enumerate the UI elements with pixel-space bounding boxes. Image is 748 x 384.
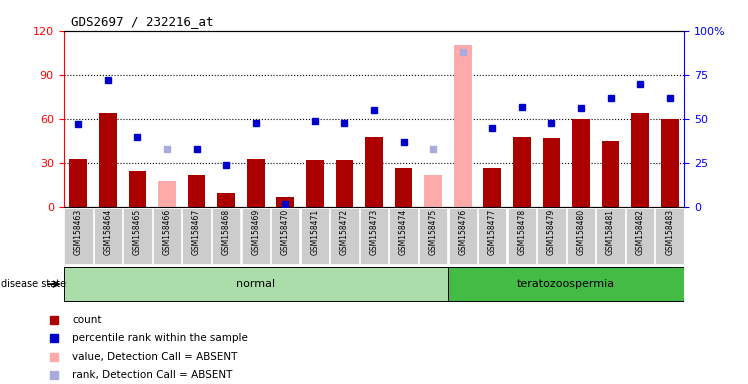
Text: GSM158472: GSM158472 — [340, 209, 349, 255]
Text: normal: normal — [236, 279, 275, 289]
Bar — [64, 267, 448, 301]
Text: value, Detection Call = ABSENT: value, Detection Call = ABSENT — [72, 352, 238, 362]
Bar — [129, 170, 147, 207]
Text: GSM158466: GSM158466 — [162, 209, 171, 255]
Text: GSM158467: GSM158467 — [192, 209, 201, 255]
Bar — [513, 137, 530, 207]
Bar — [626, 208, 654, 265]
Bar — [567, 208, 595, 265]
Bar — [218, 193, 235, 207]
Text: GSM158483: GSM158483 — [665, 209, 674, 255]
Bar — [336, 160, 353, 207]
Bar — [247, 159, 265, 207]
Text: GSM158465: GSM158465 — [133, 209, 142, 255]
Bar — [212, 208, 240, 265]
Bar — [153, 208, 181, 265]
Text: GSM158480: GSM158480 — [577, 209, 586, 255]
Text: disease state: disease state — [1, 279, 67, 289]
Text: GSM158477: GSM158477 — [488, 209, 497, 255]
Bar — [454, 45, 471, 207]
Bar — [306, 160, 324, 207]
Text: GSM158474: GSM158474 — [399, 209, 408, 255]
Bar — [478, 208, 506, 265]
Text: percentile rank within the sample: percentile rank within the sample — [72, 333, 248, 343]
Bar — [271, 208, 299, 265]
Text: count: count — [72, 315, 102, 325]
Bar — [572, 119, 590, 207]
Text: GSM158479: GSM158479 — [547, 209, 556, 255]
Text: GSM158470: GSM158470 — [280, 209, 289, 255]
Text: GDS2697 / 232216_at: GDS2697 / 232216_at — [71, 15, 214, 28]
Bar — [70, 159, 88, 207]
Text: GSM158481: GSM158481 — [606, 209, 615, 255]
Bar — [94, 208, 122, 265]
Text: GSM158478: GSM158478 — [518, 209, 527, 255]
Bar — [277, 197, 294, 207]
Text: GSM158463: GSM158463 — [74, 209, 83, 255]
Text: GSM158482: GSM158482 — [636, 209, 645, 255]
Bar — [64, 208, 93, 265]
Bar — [596, 208, 625, 265]
Text: GSM158464: GSM158464 — [103, 209, 112, 255]
Text: teratozoospermia: teratozoospermia — [517, 279, 615, 289]
Bar — [448, 267, 684, 301]
Bar — [508, 208, 536, 265]
Text: GSM158475: GSM158475 — [429, 209, 438, 255]
Bar — [631, 113, 649, 207]
Bar — [99, 113, 117, 207]
Text: GSM158468: GSM158468 — [221, 209, 230, 255]
Text: GSM158476: GSM158476 — [459, 209, 468, 255]
Bar — [660, 119, 678, 207]
Bar — [242, 208, 270, 265]
Bar — [390, 208, 417, 265]
Bar — [365, 137, 383, 207]
Bar — [537, 208, 565, 265]
Text: rank, Detection Call = ABSENT: rank, Detection Call = ABSENT — [72, 370, 233, 380]
Bar — [301, 208, 329, 265]
Text: GSM158473: GSM158473 — [370, 209, 378, 255]
Bar — [360, 208, 388, 265]
Bar — [483, 167, 501, 207]
Bar — [395, 167, 412, 207]
Bar — [542, 138, 560, 207]
Bar — [424, 175, 442, 207]
Bar — [123, 208, 152, 265]
Bar — [655, 208, 684, 265]
Bar — [601, 141, 619, 207]
Bar — [419, 208, 447, 265]
Bar — [158, 181, 176, 207]
Bar — [331, 208, 358, 265]
Bar — [449, 208, 477, 265]
Bar — [188, 175, 206, 207]
Text: GSM158469: GSM158469 — [251, 209, 260, 255]
Bar — [183, 208, 211, 265]
Text: GSM158471: GSM158471 — [310, 209, 319, 255]
